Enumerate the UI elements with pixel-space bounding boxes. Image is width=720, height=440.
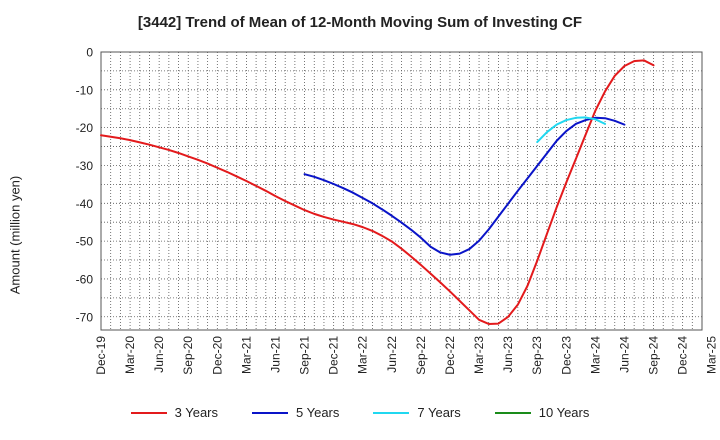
legend: 3 Years 5 Years 7 Years 10 Years [0, 405, 720, 420]
x-tick-label: Dec-22 [443, 336, 457, 375]
x-tick-label: Dec-23 [559, 336, 573, 375]
legend-label-7-years: 7 Years [417, 405, 461, 420]
legend-item-10-years: 10 Years [494, 405, 590, 420]
legend-swatch-3-years [130, 411, 167, 414]
y-tick-label: -70 [76, 310, 94, 324]
x-tick-label: Dec-21 [327, 336, 341, 375]
plot-frame [100, 51, 703, 331]
x-tick-label: Sep-20 [181, 336, 195, 375]
x-tick-label: Mar-22 [356, 336, 370, 374]
legend-label-3-years: 3 Years [174, 405, 218, 420]
x-tick-label: Sep-24 [647, 336, 661, 375]
x-tick-label: Jun-23 [501, 336, 515, 373]
y-tick-label: -50 [76, 235, 94, 249]
y-axis-ticks: 0 -10 -20 -30 -40 -50 -60 -70 [76, 46, 94, 325]
x-tick-label: Sep-23 [530, 336, 544, 375]
legend-item-3-years: 3 Years [130, 405, 218, 420]
line-chart: 0 -10 -20 -30 -40 -50 -60 -70 Dec-19 Mar-20 Jun-2… [76, 46, 719, 375]
y-tick-label: -60 [76, 272, 94, 286]
y-tick-label: -20 [76, 121, 94, 135]
x-tick-label: Mar-21 [239, 336, 253, 374]
series-layer [100, 59, 655, 325]
legend-item-5-years: 5 Years [252, 405, 339, 420]
legend-label-10-years: 10 Years [538, 405, 590, 420]
x-tick-label: Mar-20 [123, 336, 137, 374]
series-line-7-years [536, 116, 607, 144]
x-tick-label: Jun-24 [617, 336, 631, 373]
series-line-3-years [100, 59, 655, 325]
legend-swatch-10-years [494, 411, 531, 414]
x-tick-label: Sep-22 [414, 336, 428, 375]
legend-swatch-5-years [252, 411, 288, 414]
x-tick-label: Mar-24 [588, 336, 602, 374]
legend-swatch-7-years [373, 411, 410, 414]
x-tick-label: Jun-20 [152, 336, 166, 373]
chart-title: [3442] Trend of Mean of 12-Month Moving … [137, 14, 583, 31]
series-line-5-years [303, 116, 626, 256]
y-tick-label: 0 [86, 46, 93, 60]
legend-label-5-years: 5 Years [296, 405, 340, 420]
x-tick-label: Jun-21 [268, 336, 282, 373]
y-tick-label: -10 [76, 83, 94, 97]
x-tick-label: Dec-24 [676, 336, 690, 375]
x-tick-label: Jun-22 [385, 336, 399, 373]
x-tick-label: Mar-23 [472, 336, 486, 374]
legend-item-7-years: 7 Years [373, 405, 461, 420]
y-tick-label: -30 [76, 159, 94, 173]
x-tick-label: Dec-20 [210, 336, 224, 375]
x-tick-label: Dec-19 [94, 336, 108, 375]
x-tick-label: Sep-21 [298, 336, 312, 375]
grid-lines [101, 52, 702, 330]
y-tick-label: -40 [76, 197, 94, 211]
x-tick-label: Mar-25 [705, 336, 719, 374]
x-axis-ticks: Dec-19 Mar-20 Jun-20 Sep-20 Dec-20 Mar-21 Jun-… [94, 336, 719, 375]
